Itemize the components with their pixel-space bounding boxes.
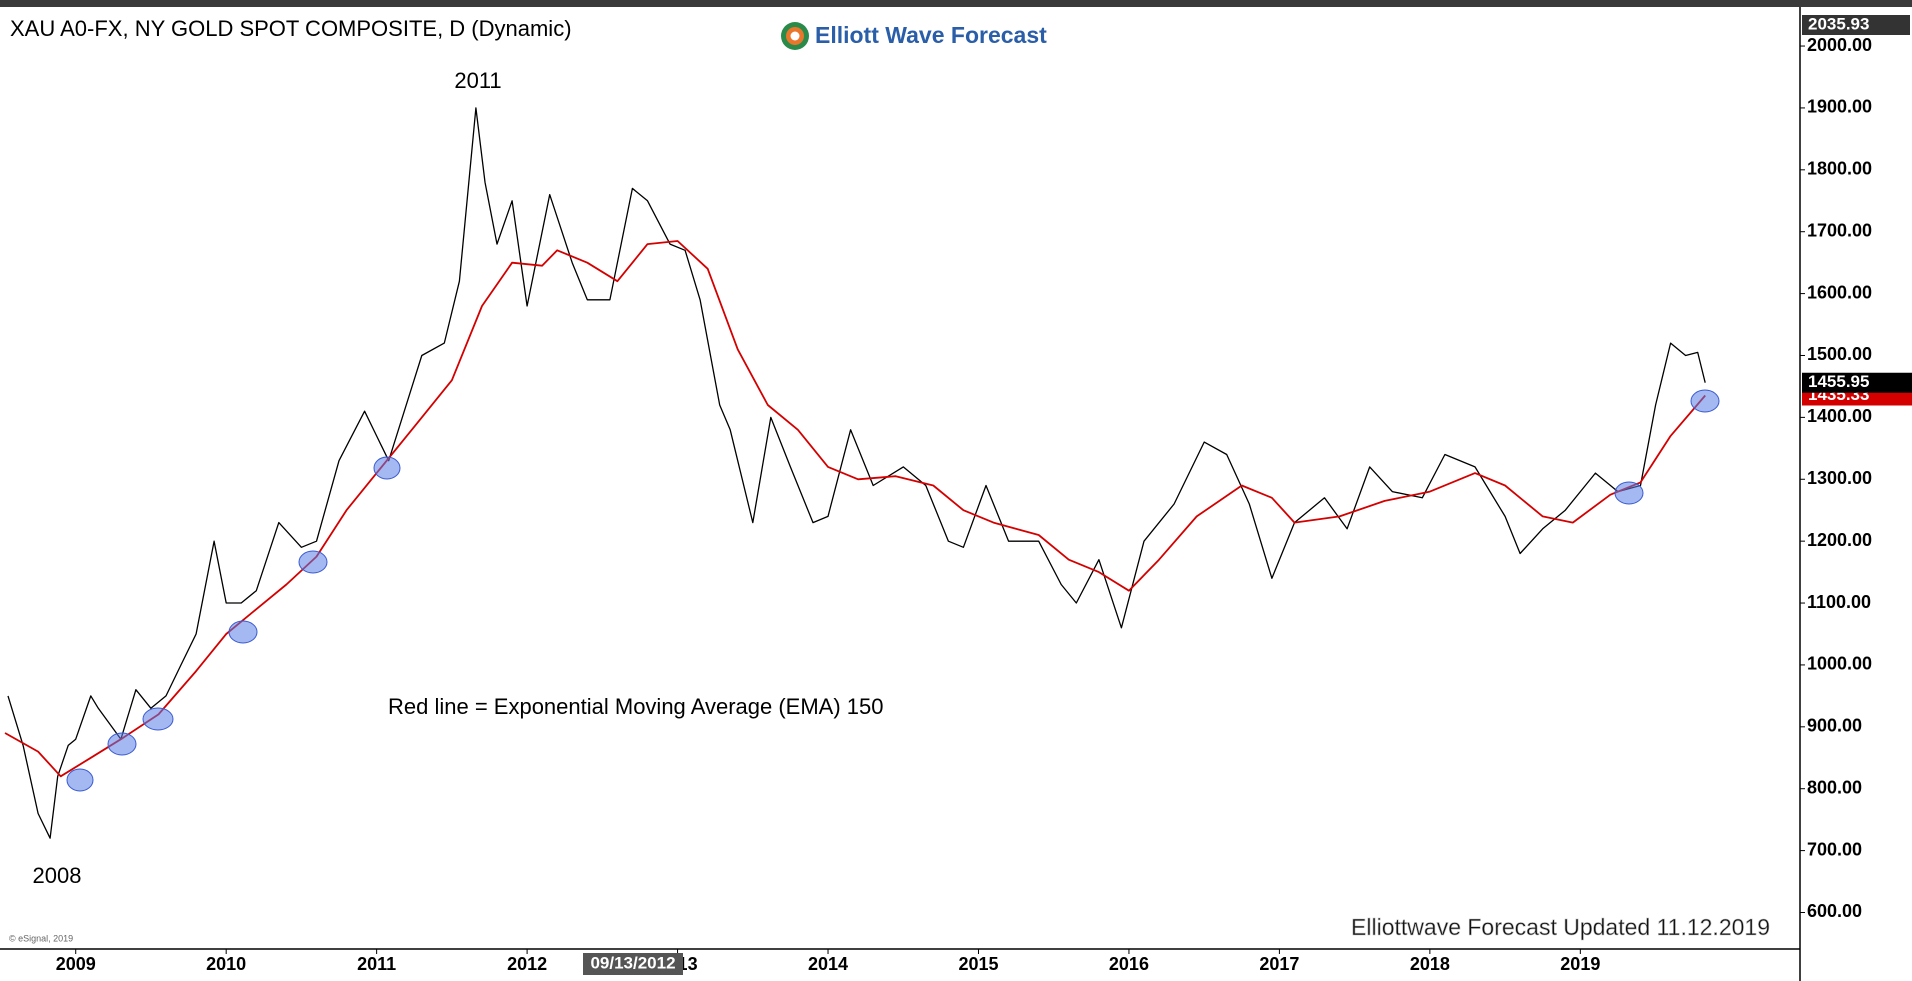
touch-circle (298, 550, 328, 574)
y-tick-label: 1300.00 (1807, 468, 1872, 488)
y-tick-label: 1800.00 (1807, 159, 1872, 179)
touch-circle (107, 732, 137, 756)
y-tick-label: 2000.00 (1807, 35, 1872, 55)
x-tick-label: 2017 (1259, 954, 1299, 974)
chart-title: XAU A0-FX, NY GOLD SPOT COMPOSITE, D (Dy… (10, 16, 572, 41)
annotation: Red line = Exponential Moving Average (E… (388, 694, 884, 719)
y-tick-label: 1900.00 (1807, 97, 1872, 117)
y-tick-label: 900.00 (1807, 716, 1862, 736)
logo-text: Elliott Wave Forecast (815, 22, 1047, 48)
annotation: 2008 (33, 863, 82, 888)
touch-circle (142, 707, 174, 731)
x-tick-label: 2019 (1560, 954, 1600, 974)
copyright: © eSignal, 2019 (9, 933, 73, 943)
y-tick-label: 700.00 (1807, 839, 1862, 859)
x-tick-label: 2012 (507, 954, 547, 974)
top-border (0, 0, 1912, 7)
y-tick-label: 1200.00 (1807, 530, 1872, 550)
y-tick-label: 1600.00 (1807, 282, 1872, 302)
touch-circle (1690, 389, 1720, 413)
y-axis: 600.00 700.00 800.00 900.00 1000.00 1100.00 12… (1800, 35, 1872, 921)
logo-icon (790, 31, 800, 41)
cursor-date: 09/13/2012 (590, 953, 675, 972)
x-tick-label: 2009 (56, 954, 96, 974)
y-tick-label: 1100.00 (1807, 592, 1871, 612)
x-tick-label: 2018 (1410, 954, 1450, 974)
axis-top-label: 2035.93 (1808, 14, 1869, 33)
touch-circle (1614, 481, 1644, 505)
x-tick-label: 2011 (357, 954, 396, 974)
x-tick-label: 2016 (1109, 954, 1149, 974)
series-line (4, 240, 1706, 778)
touch-circles (66, 389, 1720, 792)
annotation: Elliottwave Forecast Updated 11.12.2019 (1351, 914, 1770, 940)
y-tick-label: 1500.00 (1807, 344, 1872, 364)
plot (4, 107, 1706, 839)
touch-circle (228, 620, 258, 644)
touch-circle (373, 456, 401, 480)
y-tick-label: 800.00 (1807, 777, 1862, 797)
y-tick-label: 1700.00 (1807, 220, 1872, 240)
y-tick-label: 1400.00 (1807, 406, 1872, 426)
last-value-box (1802, 372, 1912, 393)
last-value-label: 1455.95 (1808, 372, 1869, 391)
y-tick-label: 600.00 (1807, 901, 1862, 921)
y-tick-label: 1000.00 (1807, 654, 1872, 674)
x-tick-label: 2014 (808, 954, 848, 974)
x-axis: 2009201020112012201320142015201620172018… (56, 949, 1600, 974)
x-tick-label: 2010 (206, 954, 246, 974)
touch-circle (66, 768, 94, 792)
annotation: 2011 (454, 68, 501, 93)
x-tick-label: 2015 (958, 954, 998, 974)
logo: Elliott Wave Forecast (781, 22, 1047, 50)
axis-top-box (1802, 15, 1910, 35)
cursor-date-box (583, 953, 683, 975)
series-line (7, 107, 1706, 839)
